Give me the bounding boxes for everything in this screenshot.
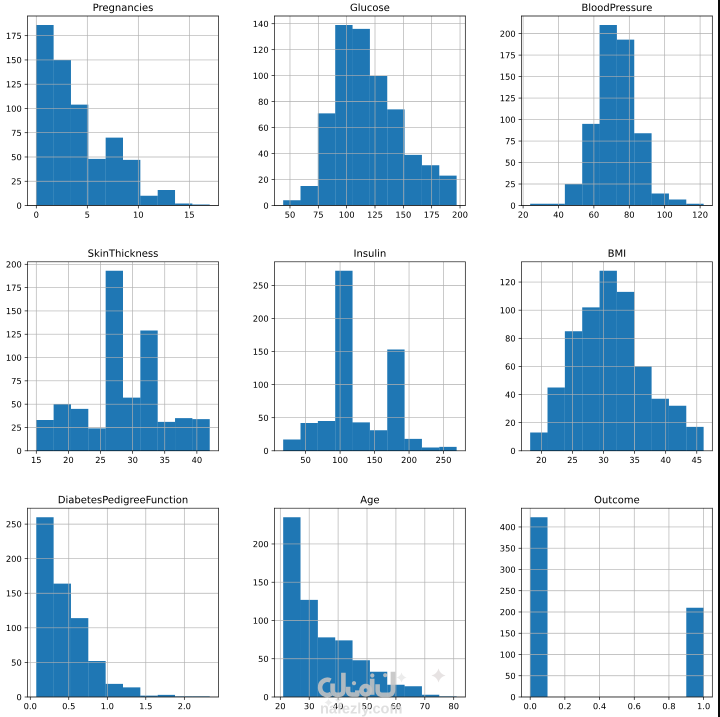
svg-text:nafezly.com: nafezly.com — [320, 702, 402, 717]
